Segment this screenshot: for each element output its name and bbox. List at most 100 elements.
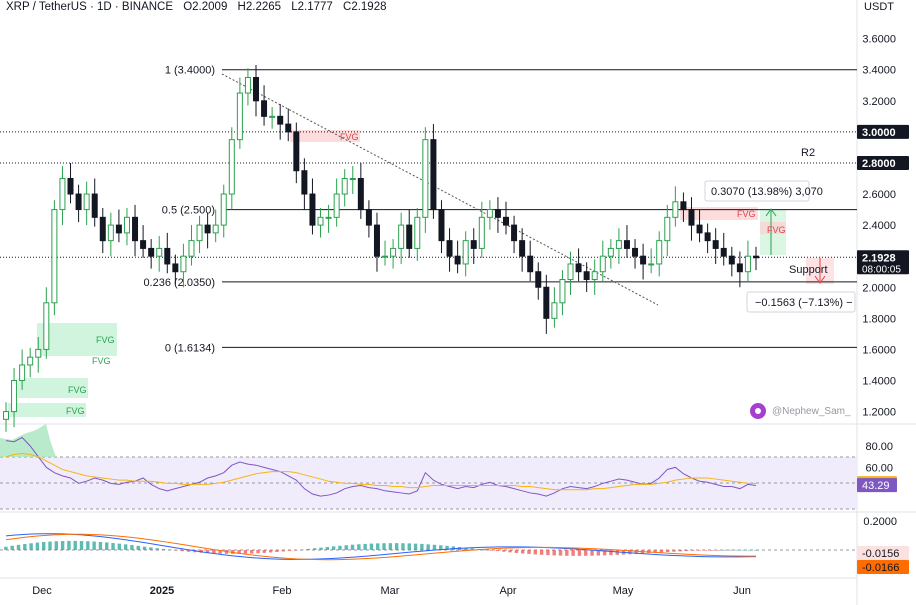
candle-body bbox=[575, 263, 582, 273]
symbol-title[interactable]: XRP / TetherUS · 1D · BINANCE bbox=[6, 1, 174, 13]
candle-body bbox=[422, 139, 429, 218]
ohlc-high: H2.2265 bbox=[237, 1, 282, 13]
candle-body bbox=[67, 177, 74, 195]
macd-histogram-bar bbox=[483, 549, 487, 551]
macd-histogram-bar bbox=[754, 549, 758, 551]
fvg-label: FVG bbox=[92, 356, 111, 366]
macd-histogram-bar bbox=[495, 550, 500, 552]
candle-body bbox=[172, 263, 179, 273]
macd-histogram-bar bbox=[445, 545, 449, 550]
macd-histogram-bar bbox=[338, 545, 342, 550]
fvg-label: FVG bbox=[68, 385, 87, 395]
candle-body bbox=[188, 240, 195, 257]
candle-body bbox=[462, 240, 469, 265]
macd-histogram-bar bbox=[596, 550, 601, 556]
macd-histogram-bar bbox=[42, 542, 46, 550]
macd-histogram-bar bbox=[665, 550, 670, 553]
candle-body bbox=[406, 224, 413, 249]
macd-histogram-bar bbox=[533, 550, 538, 555]
candle-body bbox=[285, 123, 292, 133]
candle-body bbox=[583, 271, 590, 280]
ohlc-low: L2.1777 bbox=[291, 1, 333, 13]
rsi-tick-label: 60.00 bbox=[865, 462, 893, 474]
macd-histogram-bar bbox=[67, 540, 71, 550]
macd-histogram-bar bbox=[79, 541, 84, 550]
candle-body bbox=[244, 76, 251, 94]
fvg-zone bbox=[37, 323, 117, 356]
candlestick-series bbox=[3, 65, 759, 432]
candle-body bbox=[19, 364, 26, 381]
fvg-label: FVG bbox=[737, 209, 756, 219]
ohlc-open: O2.2009 bbox=[183, 1, 228, 13]
time-tick-label: Feb bbox=[273, 585, 292, 597]
macd-histogram-bar bbox=[319, 547, 323, 550]
macd-histogram-bar bbox=[703, 550, 708, 551]
price-tick-label: 2.6000 bbox=[862, 189, 896, 201]
candle-body bbox=[454, 255, 461, 265]
macd-histogram-bar bbox=[508, 550, 512, 553]
time-tick-label: Dec bbox=[32, 585, 52, 597]
candle-body bbox=[204, 224, 211, 234]
macd-histogram-bar bbox=[294, 550, 298, 551]
time-tick-label: Mar bbox=[381, 585, 400, 597]
candle-body bbox=[269, 115, 276, 118]
candle-body bbox=[236, 92, 243, 141]
fvg-label: FVG bbox=[767, 225, 786, 235]
candle-body bbox=[430, 139, 437, 211]
price-badge bbox=[857, 250, 909, 275]
candle-body bbox=[228, 139, 235, 195]
macd-histogram-bar bbox=[489, 550, 493, 551]
candle-body bbox=[640, 255, 647, 265]
macd-histogram-bar bbox=[23, 544, 27, 550]
macd-histogram-bar bbox=[281, 550, 285, 552]
price-axis[interactable]: 3.6000 3.4000 3.2000 3.0000 2.8000 2.6000 2.40… bbox=[862, 34, 896, 419]
fib-levels: 1 (3.4000) 0.5 (2.500) 0.236 (2.0350) 0 (1.… bbox=[143, 65, 857, 354]
candle-body bbox=[220, 193, 227, 226]
price-tick-label: 1.6000 bbox=[862, 344, 896, 356]
candle-body bbox=[551, 302, 558, 319]
rsi-tick-label: 80.00 bbox=[865, 441, 893, 453]
candle-body bbox=[398, 224, 405, 249]
candle-body bbox=[664, 216, 671, 242]
candle-body bbox=[599, 255, 606, 273]
candle-body bbox=[607, 247, 614, 257]
time-axis[interactable]: Dec 2025 Feb Mar Apr May Jun bbox=[32, 585, 751, 597]
candle-body bbox=[672, 201, 679, 218]
candle-body bbox=[156, 247, 163, 257]
price-badge bbox=[857, 155, 909, 170]
macd-histogram-bar bbox=[722, 549, 727, 551]
macd-tick-label: 0.2000 bbox=[863, 516, 897, 528]
candle-body bbox=[293, 131, 300, 172]
macd-histogram-bar bbox=[678, 550, 682, 552]
candle-body bbox=[623, 240, 630, 249]
macd-badge bbox=[857, 560, 909, 574]
macd-histogram-bar bbox=[401, 543, 405, 550]
macd-badge-label: -0.0166 bbox=[862, 562, 899, 574]
r2-label: R2 bbox=[801, 147, 815, 159]
macd-histogram-bar bbox=[527, 550, 531, 554]
candle-body bbox=[559, 278, 566, 304]
macd-histogram-bar bbox=[186, 550, 191, 552]
candle-body bbox=[712, 240, 719, 249]
macd-histogram-bar bbox=[394, 543, 399, 550]
rsi-ma-line bbox=[5, 452, 756, 491]
macd-histogram-bar bbox=[344, 545, 348, 550]
macd-histogram-bar bbox=[565, 550, 569, 556]
fib-level-label: 0.5 (2.500) bbox=[162, 205, 215, 217]
time-tick-label: May bbox=[613, 585, 634, 597]
rsi-overbought-fill bbox=[0, 424, 56, 457]
macd-histogram-bar bbox=[539, 550, 544, 555]
trend-line[interactable] bbox=[221, 73, 659, 306]
price-badge-label: 3.0000 bbox=[862, 127, 896, 139]
candle-body bbox=[333, 193, 340, 218]
candle-body bbox=[527, 255, 534, 273]
countdown-label: 08:00:05 bbox=[862, 264, 901, 275]
fvg-zone bbox=[8, 403, 86, 417]
candle-body bbox=[140, 240, 147, 249]
macd-histogram-bar bbox=[546, 550, 550, 556]
macd-histogram-bar bbox=[426, 544, 430, 550]
candle-body bbox=[470, 240, 477, 249]
macd-histogram-bar bbox=[558, 550, 563, 556]
